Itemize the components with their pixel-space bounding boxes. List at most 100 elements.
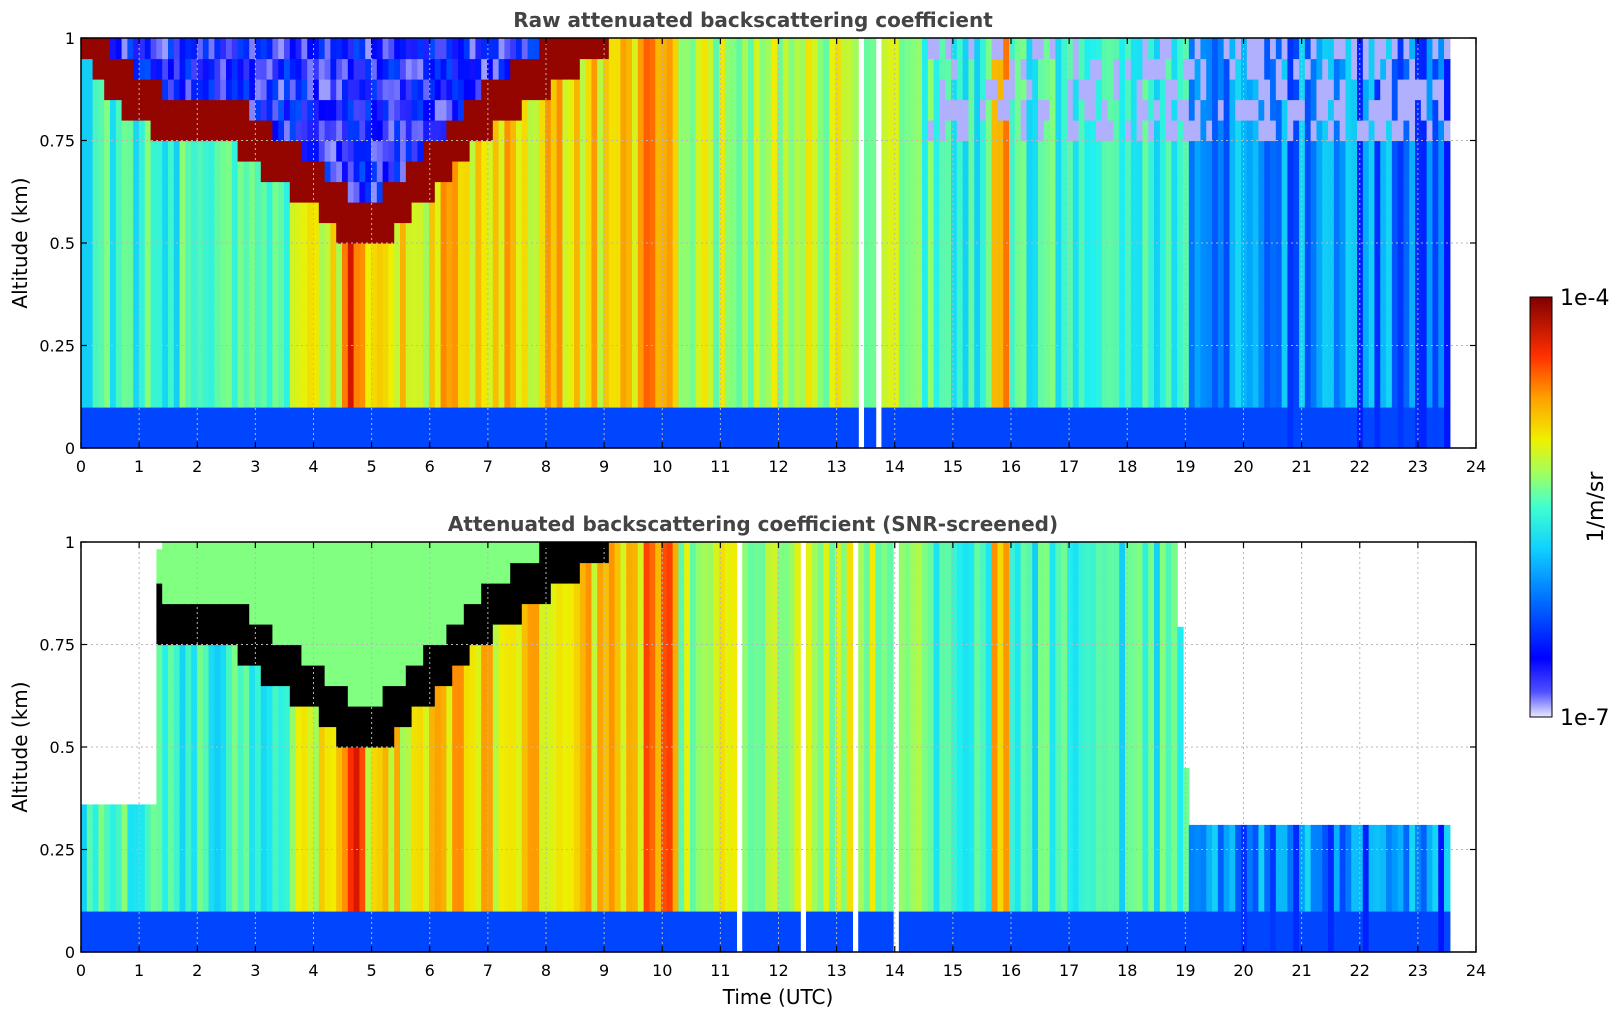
heatmap-cell [464,366,470,387]
heatmap-cell [673,100,679,121]
heatmap-cell [823,59,829,80]
heatmap-cell [325,38,331,59]
heatmap-cell [632,243,638,264]
heatmap-cell [916,428,922,449]
heatmap-cell [1055,243,1061,264]
heatmap-cell [232,202,238,223]
heatmap-cell [203,79,209,100]
heatmap-cell [365,407,371,428]
heatmap-cell [992,346,998,367]
heatmap-cell [1137,305,1143,326]
heatmap-cell [562,264,568,285]
heatmap-cell [1293,161,1299,182]
heatmap-cell [939,223,945,244]
heatmap-cell [197,284,203,305]
heatmap-cell [713,243,719,264]
heatmap-cell [278,202,284,223]
heatmap-cell [1345,387,1351,408]
heatmap-cell [1299,428,1305,449]
heatmap-cell [707,387,713,408]
heatmap-cell [156,346,162,367]
heatmap-cell [168,202,174,223]
heatmap-cell [1403,100,1409,121]
heatmap-cell [1108,59,1114,80]
heatmap-cell [1137,264,1143,285]
heatmap-cell [655,387,661,408]
heatmap-cell [139,264,145,285]
heatmap-cell [127,325,133,346]
heatmap-cell [644,38,650,59]
heatmap-cell [568,120,574,141]
heatmap-cell [342,428,348,449]
heatmap-cell [771,243,777,264]
heatmap-cell [1154,79,1160,100]
heatmap-cell [684,264,690,285]
heatmap-cell [226,387,232,408]
heatmap-cell [887,182,893,203]
heatmap-cell [812,366,818,387]
heatmap-cell [1177,59,1183,80]
heatmap-cell [127,243,133,264]
heatmap-cell [1171,325,1177,346]
heatmap-cell [528,141,534,162]
heatmap-cell [1403,387,1409,408]
heatmap-cell [783,305,789,326]
heatmap-cell [620,243,626,264]
heatmap-cell [127,305,133,326]
heatmap-cell [156,829,162,850]
heatmap-cell [446,161,452,182]
heatmap-cell [1374,182,1380,203]
heatmap-cell [1415,305,1421,326]
heatmap-cell [1409,141,1415,162]
heatmap-cell [359,182,365,203]
heatmap-cell [702,407,708,428]
heatmap-cell [162,542,168,563]
heatmap-cell [307,428,313,449]
heatmap-cell [98,243,104,264]
heatmap-cell [783,79,789,100]
y-tick-label: 0.75 [39,132,75,151]
heatmap-cell [354,325,360,346]
heatmap-cell [168,182,174,203]
heatmap-cell [510,305,516,326]
heatmap-cell [980,161,986,182]
heatmap-cell [1363,284,1369,305]
heatmap-cell [1398,387,1404,408]
heatmap-cell [1131,325,1137,346]
heatmap-cell [655,38,661,59]
heatmap-cell [997,325,1003,346]
heatmap-cell [232,120,238,141]
heatmap-cell [1200,264,1206,285]
heatmap-cell [1055,325,1061,346]
heatmap-cell [1055,79,1061,100]
heatmap-cell [307,141,313,162]
heatmap-cell [1322,161,1328,182]
heatmap-cell [388,305,394,326]
heatmap-cell [597,325,603,346]
heatmap-cell [1311,38,1317,59]
heatmap-cell [493,428,499,449]
heatmap-cell [325,305,331,326]
heatmap-cell [522,243,528,264]
heatmap-cell [1171,366,1177,387]
heatmap-cell [916,141,922,162]
heatmap-cell [1247,346,1253,367]
heatmap-cell [232,223,238,244]
heatmap-cell [957,223,963,244]
heatmap-cell [748,59,754,80]
heatmap-cell [470,325,476,346]
heatmap-cell [910,346,916,367]
heatmap-cell [673,387,679,408]
heatmap-cell [284,305,290,326]
heatmap-cell [1108,428,1114,449]
heatmap-cell [1421,100,1427,121]
heatmap-cell [1253,325,1259,346]
heatmap-cell [615,38,621,59]
heatmap-cell [934,346,940,367]
heatmap-cell [1160,59,1166,80]
heatmap-cell [377,346,383,367]
heatmap-cell [1108,182,1114,203]
heatmap-cell [1096,407,1102,428]
heatmap-cell [1293,284,1299,305]
heatmap-cell [986,387,992,408]
